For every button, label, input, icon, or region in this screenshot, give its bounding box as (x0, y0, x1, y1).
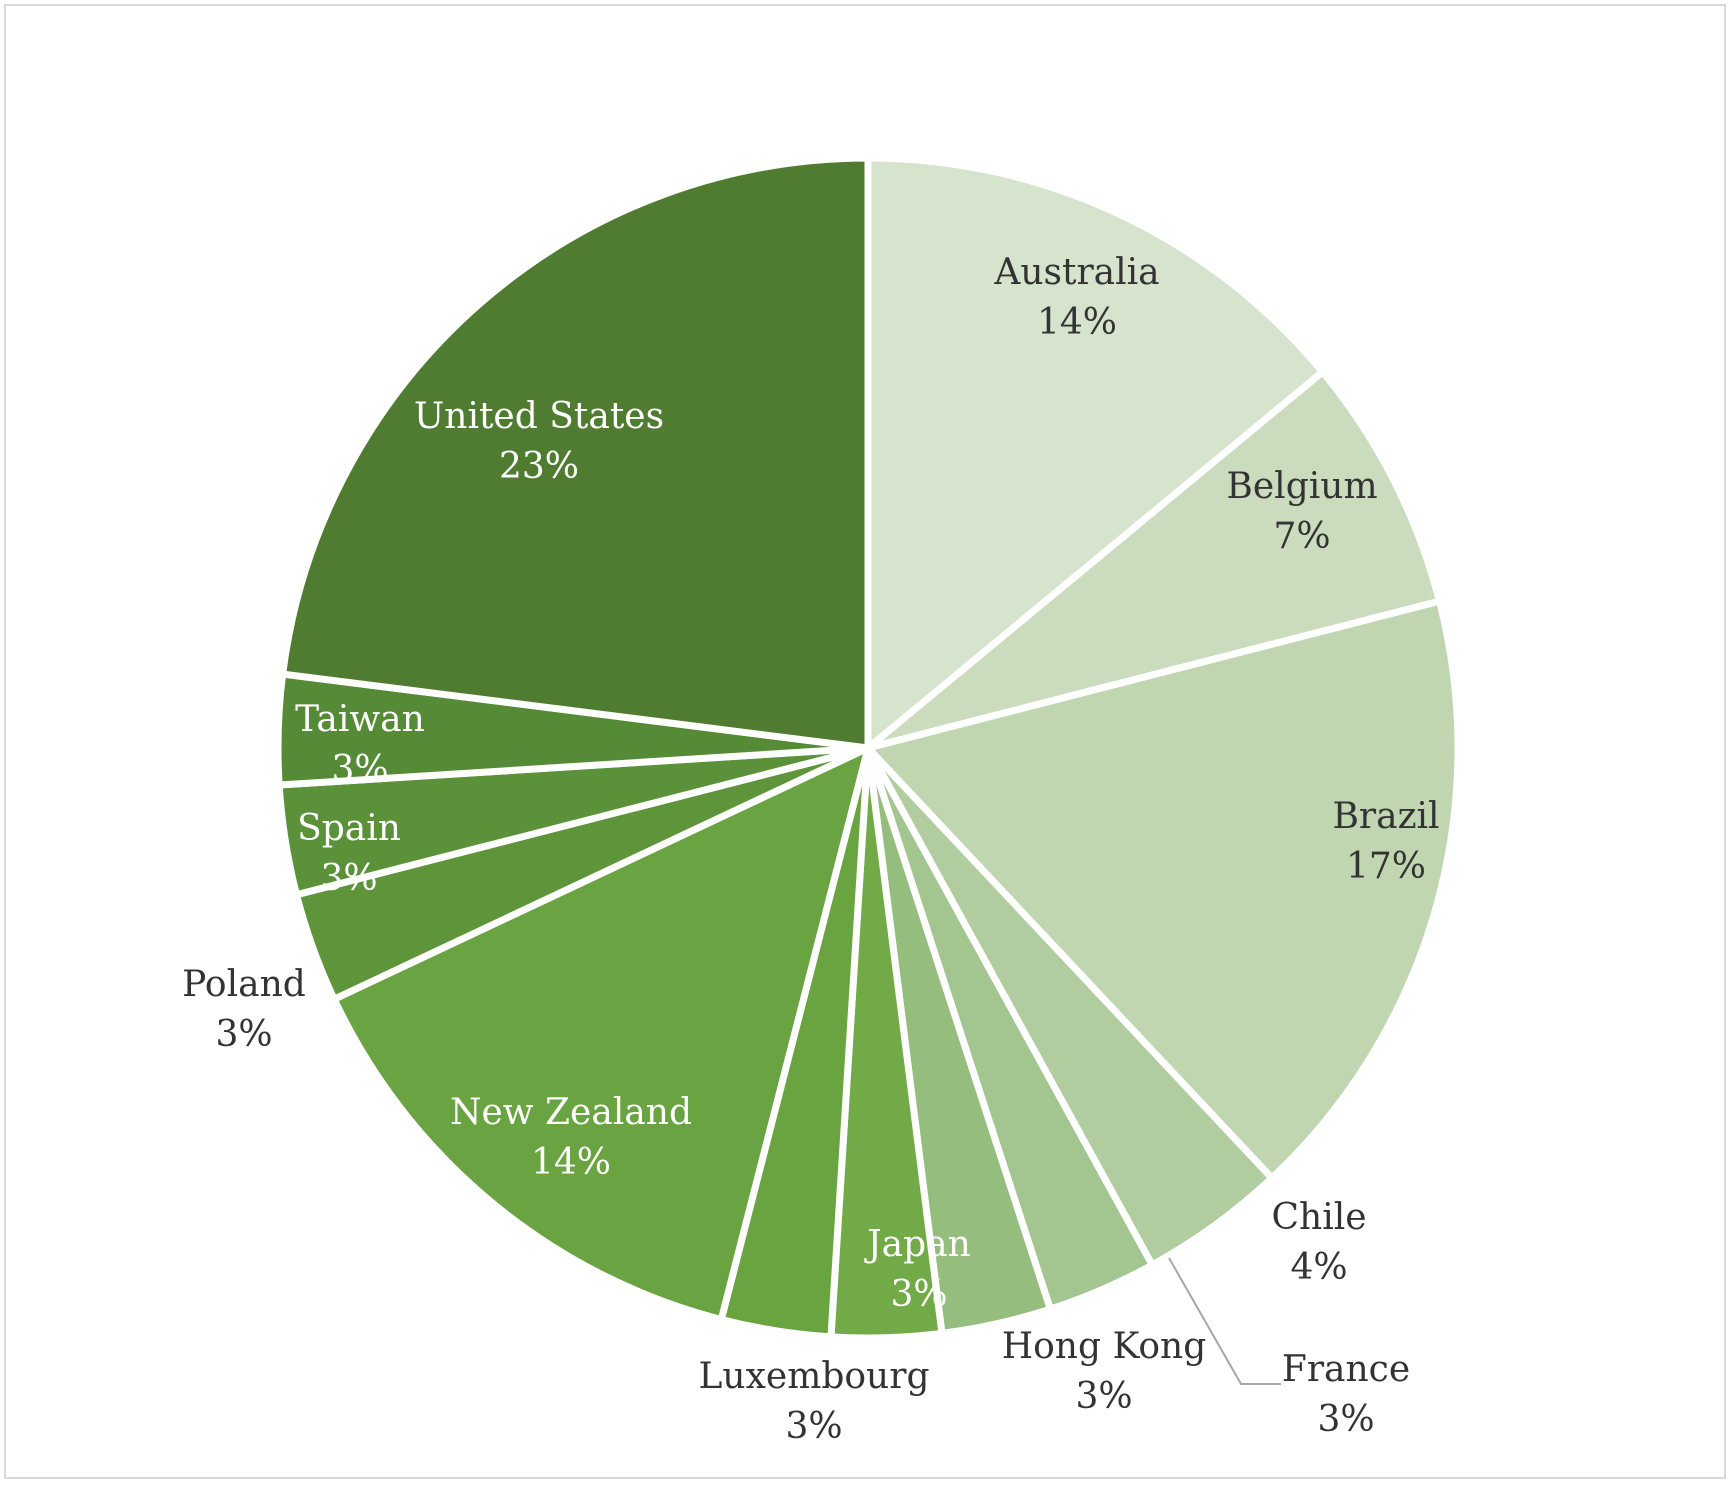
slice-percent: 23% (499, 446, 579, 487)
slice-name: Hong Kong (1002, 1326, 1207, 1367)
slice-label-new-zealand: New Zealand 14% (450, 1092, 692, 1183)
pie-slice-brazil (864, 597, 1462, 1182)
slice-percent: 14% (531, 1142, 611, 1183)
slice-label-belgium: Belgium 7% (1226, 466, 1377, 557)
pie-slice-australia (864, 154, 1327, 752)
slice-name: United States (414, 396, 664, 437)
slice-label-japan: Japan 3% (863, 1224, 971, 1315)
slice-percent: 4% (1290, 1247, 1347, 1288)
slice-label-hong-kong: Hong Kong 3% (1002, 1326, 1207, 1417)
pie-chart: Australia 14% Belgium 7% Brazil 17% Chile 4% Fra… (182, 154, 1462, 1447)
slice-label-poland: Poland 3% (182, 964, 306, 1055)
slice-percent: 3% (890, 1274, 947, 1315)
chart-frame: Australia 14% Belgium 7% Brazil 17% Chile 4% Fra… (4, 4, 1726, 1479)
slice-label-united-states: United States 23% (414, 396, 664, 487)
slice-percent: 3% (331, 749, 388, 790)
pie-slice-united-states (279, 154, 872, 752)
slice-name: Japan (863, 1224, 971, 1265)
slice-percent: 3% (320, 858, 377, 899)
pie-slice-new-zealand (330, 744, 872, 1323)
slice-label-luxembourg: Luxembourg 3% (699, 1356, 930, 1447)
slice-labels: Australia 14% Belgium 7% Brazil 17% Chile 4% Fra… (182, 252, 1439, 1447)
slice-percent: 3% (215, 1014, 272, 1055)
slice-label-chile: Chile 4% (1271, 1197, 1366, 1288)
slice-name: Poland (182, 964, 306, 1005)
slice-percent: 17% (1346, 846, 1426, 887)
pie-slices (274, 154, 1462, 1342)
slice-label-brazil: Brazil 17% (1332, 796, 1439, 887)
slice-name: Luxembourg (699, 1356, 930, 1397)
slice-name: Belgium (1226, 466, 1377, 507)
slice-name: Chile (1271, 1197, 1366, 1238)
slice-label-australia: Australia 14% (993, 252, 1159, 343)
slice-percent: 3% (1075, 1376, 1132, 1417)
slice-name: France (1282, 1349, 1410, 1390)
slice-name: Brazil (1332, 796, 1439, 837)
leader-lines (1168, 1257, 1281, 1385)
slice-label-taiwan: Taiwan 3% (295, 699, 425, 790)
slice-name: Australia (993, 252, 1159, 293)
slice-label-spain: Spain 3% (297, 808, 401, 899)
slice-name: New Zealand (450, 1092, 692, 1133)
leader-line (1168, 1257, 1281, 1385)
slice-name: Taiwan (295, 699, 425, 740)
slice-name: Spain (297, 808, 401, 849)
slice-percent: 3% (1317, 1399, 1374, 1440)
pie-slice-belgium (864, 368, 1443, 752)
slice-label-france: France 3% (1282, 1349, 1410, 1440)
slice-percent: 3% (785, 1406, 842, 1447)
slice-percent: 14% (1037, 302, 1117, 343)
slice-percent: 7% (1273, 516, 1330, 557)
